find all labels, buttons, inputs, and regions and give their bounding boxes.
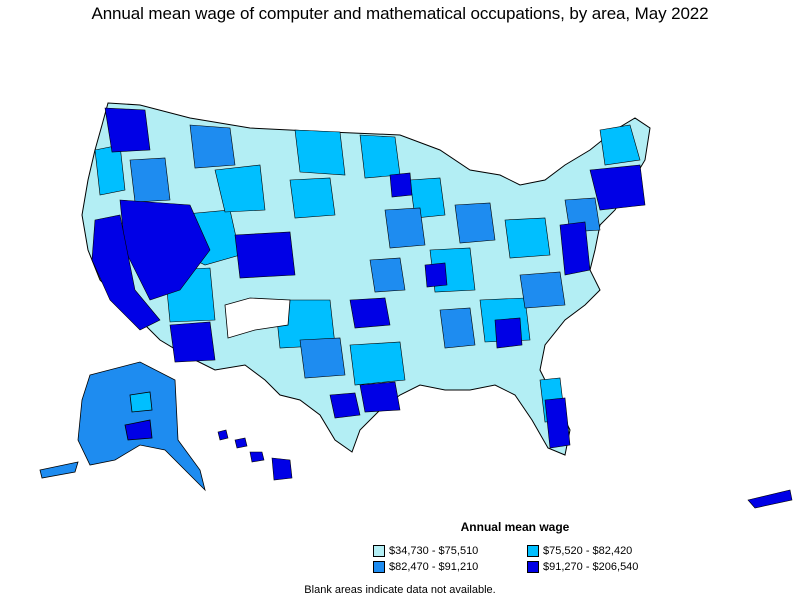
legend-label-mid-high: $82,470 - $91,210 [389, 561, 479, 573]
legend-swatch-mid-low [527, 545, 539, 557]
legend-title: Annual mean wage [460, 520, 570, 534]
map-title: Annual mean wage of computer and mathema… [91, 4, 709, 23]
region-mid-low [94, 124, 641, 423]
legend-swatch-mid-high [373, 561, 385, 573]
legend-item-low: $34,730 - $75,510 [373, 545, 478, 557]
hawaii-shape [217, 429, 293, 481]
data-note: Blank areas indicate data not available. [304, 584, 496, 596]
legend-item-mid-high: $82,470 - $91,210 [373, 561, 478, 573]
region-high [91, 107, 646, 449]
alaska-shape [39, 361, 206, 492]
region-no-data [224, 297, 291, 339]
legend-label-low: $34,730 - $75,510 [389, 545, 479, 557]
legend-item-mid-low: $75,520 - $82,420 [527, 545, 632, 557]
puerto-rico-shape [747, 489, 793, 509]
legend-label-high: $91,270 - $206,540 [543, 561, 639, 573]
legend-swatch-high [527, 561, 539, 573]
legend-swatch-low [373, 545, 385, 557]
region-mid-high [129, 124, 601, 379]
legend-item-high: $91,270 - $206,540 [527, 561, 638, 573]
legend-label-mid-low: $75,520 - $82,420 [543, 545, 633, 557]
